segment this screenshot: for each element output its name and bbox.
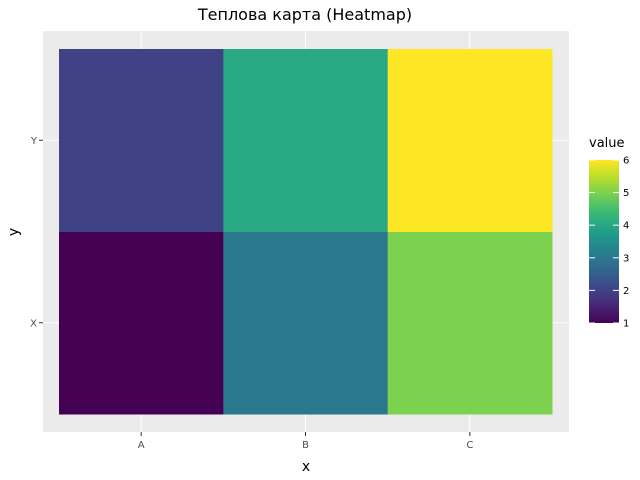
colorbar-label: 3 <box>623 253 629 264</box>
y-axis: XY <box>30 136 43 329</box>
y-tick-label: X <box>30 318 37 329</box>
heatmap-cell-c-x <box>387 231 553 415</box>
colorbar-label: 1 <box>623 319 629 330</box>
legend-title: value <box>589 136 625 151</box>
heatmap-cell-a-x <box>59 231 224 415</box>
heatmap-cell-a-y <box>59 49 224 232</box>
x-axis: A B C <box>138 432 473 451</box>
x-tick-label: C <box>466 440 473 451</box>
colorbar <box>589 160 619 323</box>
colorbar-label: 6 <box>623 156 629 167</box>
chart-title: Теплова карта (Heatmap) <box>197 5 412 24</box>
colorbar-label: 5 <box>623 188 629 199</box>
y-axis-title: y <box>6 228 22 236</box>
colorbar-label: 2 <box>623 286 629 297</box>
x-tick-label: A <box>138 440 145 451</box>
x-axis-title: x <box>302 459 310 475</box>
y-tick-label: Y <box>30 136 38 147</box>
legend: value 1 2 3 4 5 6 <box>589 136 629 330</box>
x-tick-label: B <box>302 440 309 451</box>
heatmap-cell-c-y <box>387 49 553 232</box>
heatmap-cell-b-y <box>223 49 389 232</box>
heatmap-cell-b-x <box>223 231 389 415</box>
colorbar-label: 4 <box>623 221 629 232</box>
heatmap-cells <box>59 49 553 415</box>
